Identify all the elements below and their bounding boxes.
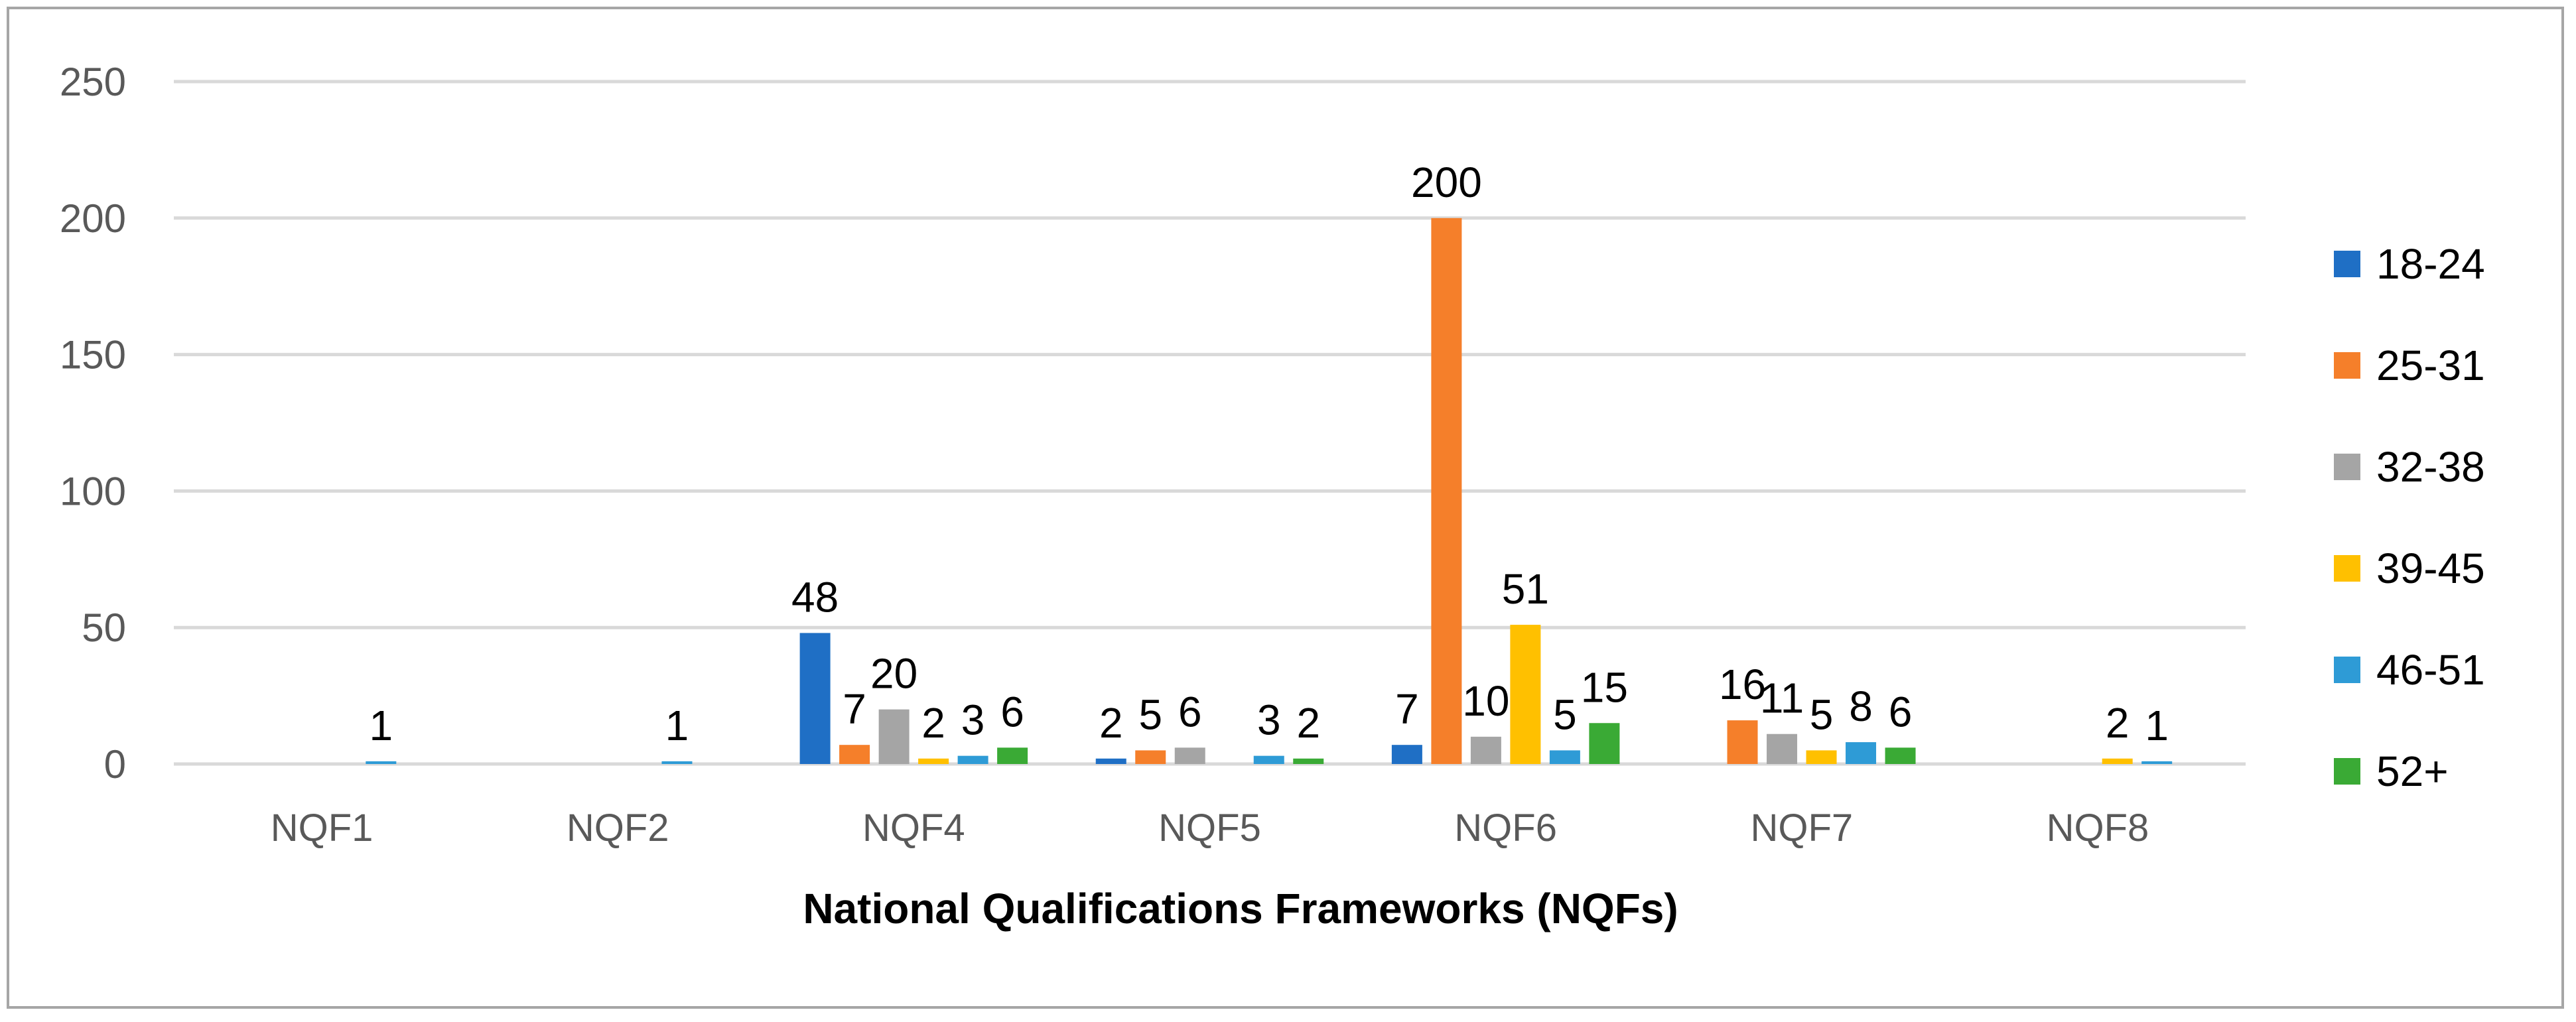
data-label: 3 — [1257, 696, 1281, 744]
bar-32-38-NQF6 — [1470, 736, 1501, 764]
x-category-label: NQF8 — [2047, 806, 2149, 850]
data-label: 20 — [870, 650, 917, 698]
data-label: 2 — [1296, 699, 1320, 747]
legend-label: 52+ — [2376, 747, 2449, 795]
legend-label: 32-38 — [2376, 443, 2485, 491]
legend-swatch-32-38 — [2334, 454, 2360, 480]
x-axis-title: National Qualifications Frameworks (NQFs… — [803, 885, 1678, 932]
data-label: 6 — [1178, 688, 1202, 735]
bar-32-38-NQF4 — [878, 709, 910, 764]
bar-52+-NQF7 — [1885, 747, 1916, 764]
y-tick-label: 250 — [60, 60, 126, 104]
legend-swatch-39-45 — [2334, 555, 2360, 582]
bar-25-31-NQF6 — [1431, 218, 1462, 764]
x-category-label: NQF5 — [1158, 806, 1261, 850]
data-label: 16 — [1719, 661, 1766, 708]
y-tick-label: 50 — [82, 606, 126, 650]
bar-46-51-NQF2 — [661, 761, 693, 764]
x-category-label: NQF1 — [271, 806, 373, 850]
data-label: 2 — [2106, 699, 2130, 747]
x-category-label: NQF2 — [567, 806, 669, 850]
bar-18-24-NQF6 — [1391, 745, 1422, 764]
bar-18-24-NQF4 — [799, 633, 831, 764]
bar-39-45-NQF7 — [1806, 750, 1837, 764]
bar-46-51-NQF1 — [366, 761, 397, 764]
bar-25-31-NQF4 — [839, 745, 870, 764]
data-label: 10 — [1462, 677, 1509, 725]
bar-46-51-NQF8 — [2141, 761, 2173, 764]
bar-32-38-NQF7 — [1767, 734, 1798, 764]
bar-46-51-NQF6 — [1549, 750, 1580, 764]
y-tick-label: 100 — [60, 469, 126, 513]
legend[interactable]: 18-24 25-31 32-38 39-45 46-51 52+ — [2334, 240, 2485, 795]
y-tick-label: 150 — [60, 333, 126, 377]
bar-52+-NQF5 — [1293, 758, 1324, 764]
bar-39-45-NQF4 — [918, 758, 949, 764]
x-category-label: NQF6 — [1454, 806, 1557, 850]
data-label: 51 — [1502, 565, 1549, 613]
y-tick-label: 0 — [104, 742, 126, 787]
bar-39-45-NQF6 — [1510, 625, 1541, 764]
legend-swatch-46-51 — [2334, 657, 2360, 683]
y-tick-label: 200 — [60, 196, 126, 241]
legend-label: 39-45 — [2376, 544, 2485, 592]
bar-52+-NQF4 — [997, 747, 1028, 764]
legend-swatch-52+ — [2334, 758, 2360, 785]
data-label: 5 — [1810, 690, 1834, 738]
data-label: 15 — [1581, 663, 1628, 711]
data-label: 2 — [1099, 699, 1123, 747]
data-label: 3 — [961, 696, 985, 744]
data-label: 6 — [1000, 688, 1024, 735]
x-category-label: NQF4 — [862, 806, 965, 850]
bar-46-51-NQF4 — [957, 755, 988, 764]
gridlines — [174, 80, 2246, 766]
data-label: 5 — [1138, 690, 1162, 738]
bar-46-51-NQF7 — [1846, 742, 1877, 764]
chart-frame — [7, 7, 2564, 1009]
bar-46-51-NQF5 — [1253, 755, 1284, 764]
data-label: 7 — [1395, 685, 1419, 733]
data-label: 200 — [1411, 159, 1482, 206]
bar-39-45-NQF8 — [2102, 758, 2133, 764]
x-axis-categories: NQF1 NQF2 NQF4 NQF5 NQF6 NQF7 NQF8 — [271, 806, 2149, 850]
legend-swatch-18-24 — [2334, 251, 2360, 277]
x-category-label: NQF7 — [1750, 806, 1853, 850]
data-label: 6 — [1889, 688, 1913, 735]
data-label: 5 — [1553, 690, 1577, 738]
bar-52+-NQF6 — [1589, 723, 1620, 764]
data-label: 1 — [2145, 702, 2169, 749]
data-label: 8 — [1849, 682, 1873, 730]
y-axis-ticks: 0 50 100 150 200 250 — [60, 60, 126, 787]
bar-25-31-NQF5 — [1135, 750, 1166, 764]
bar-18-24-NQF5 — [1095, 758, 1126, 764]
bars — [366, 218, 2173, 764]
bar-25-31-NQF7 — [1727, 720, 1758, 764]
legend-label: 25-31 — [2376, 342, 2485, 389]
data-label: 1 — [665, 702, 689, 749]
legend-label: 46-51 — [2376, 646, 2485, 694]
legend-swatch-25-31 — [2334, 352, 2360, 379]
bar-32-38-NQF5 — [1174, 747, 1205, 764]
data-label: 2 — [921, 699, 945, 747]
data-label: 1 — [370, 702, 393, 749]
data-label: 48 — [791, 573, 839, 621]
data-label: 7 — [843, 685, 866, 733]
data-label: 11 — [1760, 674, 1804, 722]
legend-label: 18-24 — [2376, 240, 2485, 288]
